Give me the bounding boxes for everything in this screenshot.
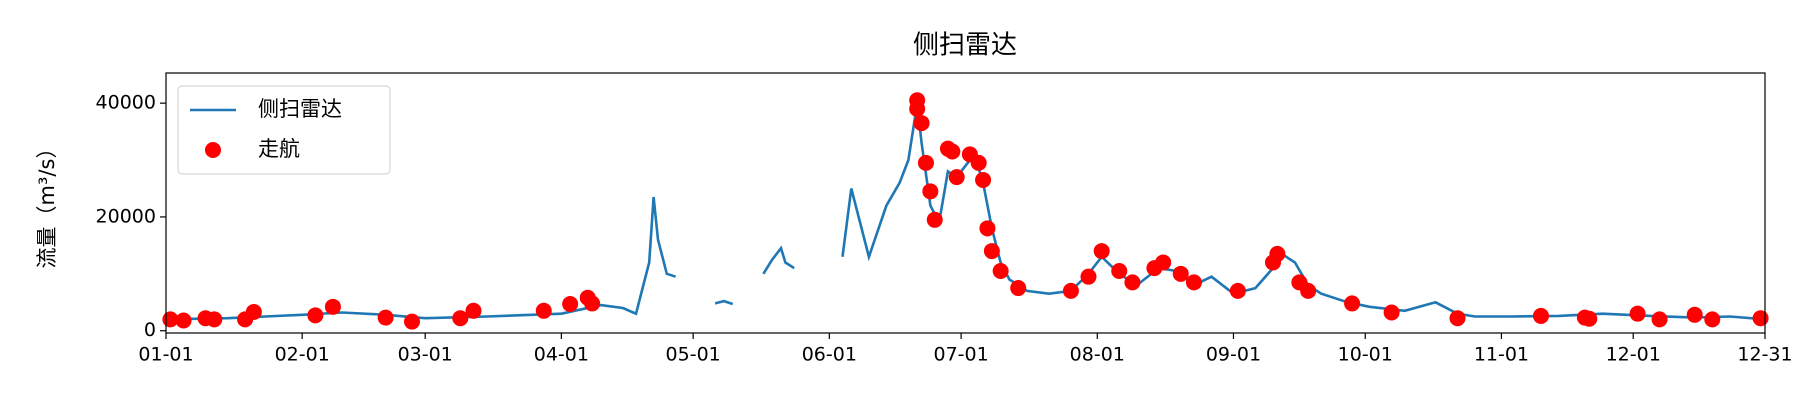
- survey-point: [983, 243, 1000, 260]
- survey-point: [917, 154, 934, 171]
- survey-point: [324, 298, 341, 315]
- x-tick-label: 05-01: [666, 344, 721, 366]
- survey-point: [452, 310, 469, 327]
- survey-point: [206, 311, 223, 328]
- survey-point: [1269, 245, 1286, 262]
- x-tick-label: 08-01: [1070, 344, 1125, 366]
- survey-point: [1172, 265, 1189, 282]
- survey-point: [922, 183, 939, 200]
- survey-point: [1629, 305, 1646, 322]
- survey-point: [584, 295, 601, 312]
- survey-point: [1651, 311, 1668, 328]
- survey-point: [926, 211, 943, 228]
- survey-point: [1080, 268, 1097, 285]
- survey-point: [1093, 243, 1110, 260]
- x-tick-label: 06-01: [802, 344, 857, 366]
- survey-point: [1686, 306, 1703, 323]
- survey-point: [970, 154, 987, 171]
- survey-point: [1010, 280, 1027, 297]
- x-tick-label: 01-01: [138, 344, 193, 366]
- flow-line: [166, 103, 1765, 321]
- survey-point: [948, 169, 965, 186]
- legend-label: 侧扫雷达: [258, 97, 342, 121]
- survey-point: [245, 303, 262, 320]
- y-tick-label: 40000: [96, 92, 156, 114]
- survey-point: [979, 220, 996, 237]
- survey-point: [404, 313, 420, 330]
- x-tick-label: 11-01: [1474, 344, 1529, 366]
- legend-label: 走航: [258, 137, 300, 161]
- survey-point: [535, 302, 552, 319]
- survey-point: [992, 262, 1009, 279]
- y-axis-label: 流量（m³/s）: [35, 138, 59, 269]
- survey-point: [1704, 311, 1721, 328]
- survey-point: [1344, 295, 1361, 312]
- survey-point: [465, 302, 482, 319]
- y-tick-label: 0: [144, 319, 156, 341]
- survey-point: [307, 307, 324, 324]
- survey-point: [175, 312, 192, 329]
- x-tick-label: 03-01: [398, 344, 453, 366]
- survey-point: [1124, 274, 1141, 291]
- survey-point: [1062, 282, 1079, 299]
- x-tick-label: 09-01: [1206, 344, 1261, 366]
- survey-point: [1532, 307, 1549, 324]
- survey-point: [1752, 310, 1769, 327]
- survey-point: [1581, 310, 1598, 327]
- x-tick-label: 12-01: [1606, 344, 1661, 366]
- legend-box: [177, 85, 391, 175]
- survey-point: [1155, 254, 1172, 271]
- plot-frame: [165, 72, 1766, 334]
- x-tick-label: 04-01: [534, 344, 589, 366]
- survey-point: [1449, 310, 1466, 327]
- survey-point: [1300, 282, 1317, 299]
- x-tick-label: 12-31: [1737, 344, 1792, 366]
- survey-point: [913, 115, 930, 132]
- x-tick-label: 02-01: [275, 344, 330, 366]
- legend-marker: [205, 142, 221, 158]
- survey-point: [944, 143, 961, 160]
- survey-point: [975, 171, 992, 188]
- survey-point: [1229, 282, 1246, 299]
- y-tick-label: 20000: [96, 205, 156, 227]
- survey-point: [1383, 304, 1400, 321]
- survey-point: [1111, 262, 1128, 279]
- survey-point: [562, 295, 579, 312]
- survey-point: [1185, 274, 1202, 291]
- x-tick-label: 10-01: [1338, 344, 1393, 366]
- survey-point: [909, 92, 926, 109]
- x-tick-label: 07-01: [933, 344, 988, 366]
- survey-point: [377, 309, 394, 326]
- chart-title: 侧扫雷达: [913, 31, 1017, 61]
